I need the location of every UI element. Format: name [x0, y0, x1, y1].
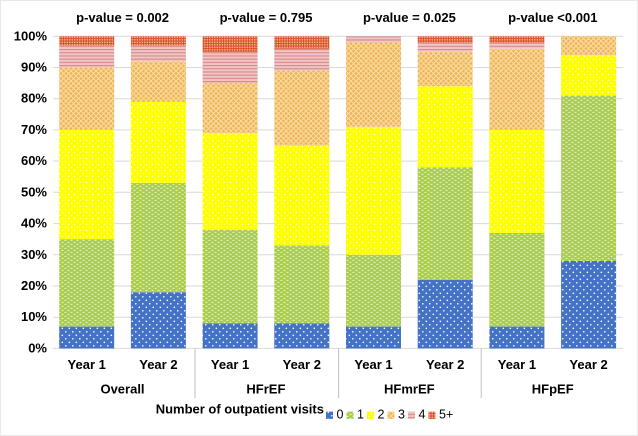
svg-text:Year 2: Year 2	[139, 357, 177, 372]
svg-text:90%: 90%	[21, 60, 47, 75]
svg-text:Year 1: Year 1	[354, 357, 392, 372]
svg-text:p-value = 0.002: p-value = 0.002	[76, 10, 169, 25]
svg-text:0: 0	[337, 407, 344, 421]
svg-text:50%: 50%	[21, 184, 47, 199]
svg-text:3: 3	[398, 407, 405, 421]
svg-text:80%: 80%	[21, 91, 47, 106]
svg-text:100%: 100%	[14, 28, 48, 43]
svg-text:Year 1: Year 1	[211, 357, 249, 372]
svg-text:2: 2	[378, 407, 385, 421]
svg-text:HFrEF: HFrEF	[246, 382, 285, 397]
svg-text:Year 2: Year 2	[283, 357, 321, 372]
svg-text:1: 1	[357, 407, 364, 421]
svg-text:10%: 10%	[21, 309, 47, 324]
svg-text:Overall: Overall	[100, 382, 144, 397]
svg-text:Year 1: Year 1	[68, 357, 106, 372]
svg-text:Year 1: Year 1	[498, 357, 536, 372]
svg-text:Year 2: Year 2	[569, 357, 607, 372]
svg-text:70%: 70%	[21, 122, 47, 137]
svg-text:Year 2: Year 2	[426, 357, 464, 372]
svg-text:30%: 30%	[21, 247, 47, 262]
svg-text:Number of outpatient visits: Number of outpatient visits	[156, 402, 324, 417]
svg-text:HFpEF: HFpEF	[532, 382, 574, 397]
svg-text:4: 4	[419, 407, 426, 421]
svg-text:p-value <0.001: p-value <0.001	[508, 10, 597, 25]
svg-text:p-value = 0.795: p-value = 0.795	[220, 10, 313, 25]
svg-text:HFmrEF: HFmrEF	[384, 382, 435, 397]
svg-text:p-value = 0.025: p-value = 0.025	[363, 10, 456, 25]
svg-text:0%: 0%	[28, 340, 47, 355]
svg-text:20%: 20%	[21, 278, 47, 293]
svg-text:60%: 60%	[21, 153, 47, 168]
svg-text:40%: 40%	[21, 216, 47, 231]
svg-text:5+: 5+	[439, 407, 453, 421]
